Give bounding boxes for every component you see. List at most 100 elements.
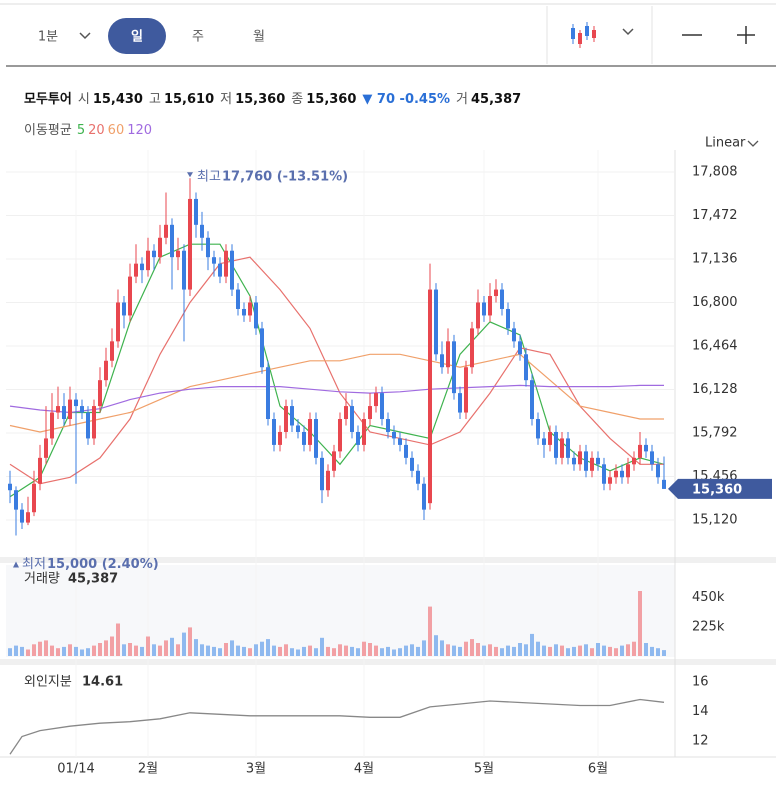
chevron[interactable]	[622, 28, 634, 36]
zoom-in[interactable]	[737, 26, 755, 44]
high-marker	[187, 172, 193, 178]
price-tag	[668, 478, 772, 499]
candle-body	[188, 198, 192, 290]
scale-mode[interactable]: Linear	[705, 136, 746, 151]
volume-bar	[404, 645, 408, 656]
candle-body	[338, 419, 342, 452]
candle-body	[452, 341, 456, 394]
candle-body	[458, 393, 462, 413]
candle-body	[548, 431, 552, 445]
volume-bar	[32, 644, 36, 656]
volume-bar	[194, 639, 198, 656]
volume-bar	[116, 623, 120, 656]
tab[interactable]: 월	[253, 30, 265, 45]
candle-body	[116, 302, 120, 342]
volume-bar	[302, 646, 306, 656]
volume-bar	[380, 648, 384, 656]
volume-bar	[500, 648, 504, 656]
candle-body	[512, 328, 516, 342]
tab[interactable]: 주	[192, 30, 204, 45]
candle-body	[626, 464, 630, 478]
volume-bar	[26, 649, 30, 656]
x-tick-label: 3월	[246, 762, 266, 777]
volume-bar	[290, 648, 294, 656]
candle-body	[272, 419, 276, 445]
volume-bar	[656, 648, 660, 656]
candle-body	[44, 438, 48, 458]
volume-bar	[386, 646, 390, 656]
candle-body	[584, 451, 588, 471]
volume-bar	[356, 648, 360, 656]
candle-body	[500, 289, 504, 309]
foreign-last: 14.61	[82, 675, 123, 690]
candle-body	[32, 483, 36, 513]
volume-bar	[296, 649, 300, 656]
candle-body	[524, 354, 528, 381]
candle-body	[206, 237, 210, 258]
volume-bar	[362, 641, 366, 656]
chevron[interactable]	[747, 140, 759, 147]
chart-type-icon[interactable]	[571, 22, 596, 48]
foreign-tick-label: 12	[692, 733, 709, 748]
volume-bar	[278, 646, 282, 656]
candle-body	[560, 438, 564, 458]
candle-body	[278, 431, 282, 445]
candle-body	[242, 308, 246, 316]
quote-value: 15,360	[235, 92, 286, 107]
volume-bar	[518, 643, 522, 656]
candle-body	[164, 224, 168, 238]
candle-body	[554, 431, 558, 458]
candle-body	[86, 412, 90, 439]
candle-body	[140, 263, 144, 271]
candle-body	[92, 406, 96, 439]
volume-bar	[494, 646, 498, 656]
volume-bar	[92, 645, 96, 656]
active-tab	[108, 18, 166, 54]
volume-bar	[314, 648, 318, 656]
volume-bar	[506, 645, 510, 656]
volume-bar	[392, 649, 396, 656]
ma-legend-item: 5	[76, 123, 86, 138]
volume-bar	[254, 644, 258, 656]
volume-bar	[416, 646, 420, 656]
volume-bar	[350, 646, 354, 656]
candle-body	[434, 289, 438, 355]
candle-body	[386, 419, 390, 432]
y-tick-label: 16,464	[692, 339, 738, 354]
candle-body	[596, 457, 600, 465]
x-tick-label: 5월	[474, 762, 494, 777]
volume-bar	[422, 640, 426, 656]
quote-change: ▼ 70 -0.45%	[362, 92, 451, 107]
candle-body	[422, 483, 426, 510]
volume-bar	[164, 640, 168, 656]
volume-bar	[602, 645, 606, 656]
volume-last: 45,387	[68, 572, 118, 587]
candle-body	[314, 419, 318, 458]
candle-body	[656, 464, 660, 478]
candle-body	[284, 406, 288, 432]
volume-bar	[428, 606, 432, 656]
low-label: 최저	[22, 557, 46, 572]
tab[interactable]: 일	[131, 30, 143, 45]
quote-label: 저	[220, 92, 233, 107]
candle-body	[134, 263, 138, 277]
volume-tick-label: 450k	[692, 590, 725, 605]
candle-body	[494, 289, 498, 297]
volume-bar	[140, 646, 144, 656]
candle-body	[194, 198, 198, 225]
candle-body	[158, 237, 162, 258]
chevron[interactable]	[79, 32, 91, 40]
tab[interactable]: 1분	[38, 30, 58, 45]
candle-body	[122, 302, 126, 316]
candle-body	[68, 399, 72, 420]
quote-label: 종	[291, 92, 304, 107]
foreign-title: 외인지분	[24, 675, 72, 690]
high-label: 최고	[197, 170, 221, 185]
candle-body	[104, 360, 108, 381]
volume-bar	[206, 645, 210, 656]
volume-bar	[62, 646, 66, 656]
volume-bar	[182, 632, 186, 656]
volume-bar	[566, 648, 570, 656]
foreign-line	[9, 698, 665, 755]
candle-body	[230, 250, 234, 290]
